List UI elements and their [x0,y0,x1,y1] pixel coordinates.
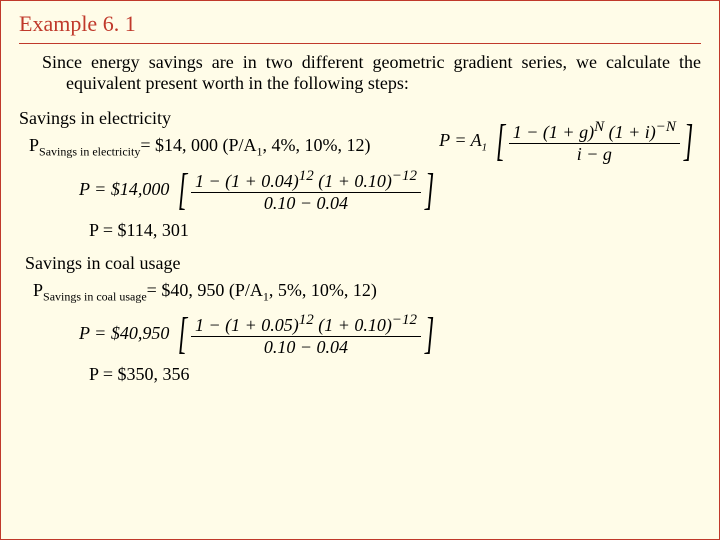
electricity-result: P = $114, 301 [19,220,701,241]
coal-heading: Savings in coal usage [19,253,701,274]
electricity-formula: P = $14,000 [ 1 − (1 + 0.04)12 (1 + 0.10… [19,168,701,214]
example-title: Example 6. 1 [19,11,701,44]
coal-formula: P = $40,950 [ 1 − (1 + 0.05)12 (1 + 0.10… [19,312,701,358]
coal-formula-den: 0.10 − 0.04 [191,337,421,358]
coal-p-line: PSavings in coal usage= $40, 950 (P/A1, … [19,280,701,305]
coal-formula-num: 1 − (1 + 0.05)12 (1 + 0.10)−12 [191,312,421,337]
general-formula-den: i − g [509,144,680,165]
intro-text: Since energy savings are in two differen… [19,52,701,94]
electricity-formula-num: 1 − (1 + 0.04)12 (1 + 0.10)−12 [191,168,421,193]
general-formula: P = A1 [ 1 − (1 + g)N (1 + i)−N i − g ] [439,119,697,165]
coal-result: P = $350, 356 [19,364,701,385]
electricity-formula-den: 0.10 − 0.04 [191,193,421,214]
general-formula-num: 1 − (1 + g)N (1 + i)−N [509,119,680,144]
